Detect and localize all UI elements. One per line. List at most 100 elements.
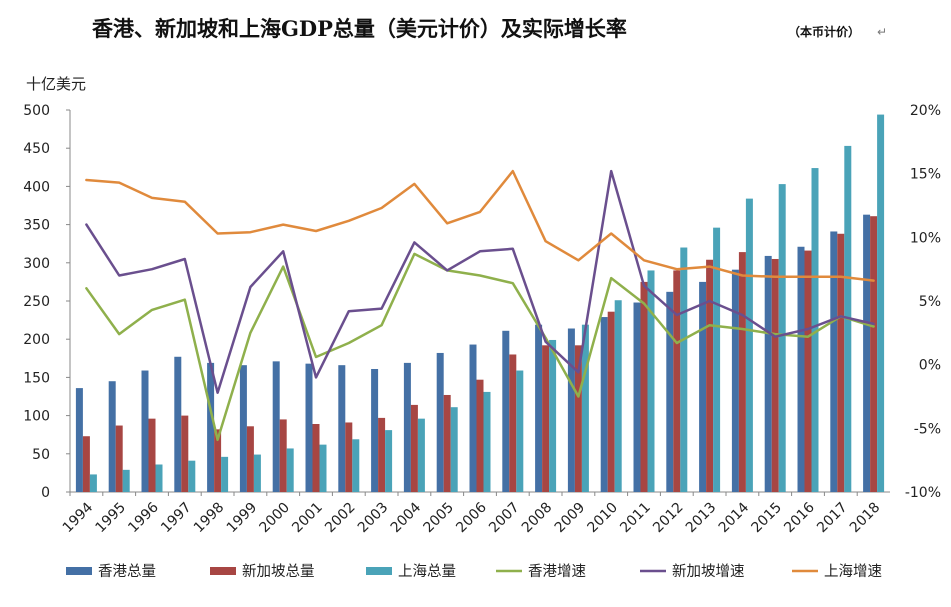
bar bbox=[214, 429, 222, 492]
bar bbox=[863, 214, 871, 492]
bar bbox=[745, 198, 753, 492]
bar bbox=[221, 456, 229, 492]
legend-swatch bbox=[210, 567, 236, 575]
bar bbox=[371, 368, 379, 492]
y-tick-label: 150 bbox=[23, 370, 50, 386]
bar bbox=[352, 439, 360, 492]
bar bbox=[443, 394, 451, 492]
y2-tick-label: 20% bbox=[910, 103, 941, 119]
x-tick-label: 1999 bbox=[224, 500, 261, 537]
bar bbox=[516, 370, 524, 492]
x-tick-label: 1997 bbox=[158, 500, 195, 537]
y2-tick-label: -5% bbox=[914, 421, 941, 437]
bar bbox=[830, 231, 838, 492]
x-tick-label: 1996 bbox=[125, 499, 162, 536]
y2-tick-label: 5% bbox=[919, 294, 941, 310]
bar bbox=[338, 365, 346, 492]
bar bbox=[155, 464, 163, 492]
bar bbox=[581, 324, 589, 492]
bar bbox=[286, 448, 294, 492]
y-axis-unit-label: 十亿美元 bbox=[26, 75, 86, 93]
bar bbox=[574, 345, 582, 492]
legend-label: 上海总量 bbox=[398, 563, 456, 580]
bar bbox=[706, 259, 714, 492]
chart-subtitle: （本币计价） bbox=[788, 24, 860, 39]
bar bbox=[239, 365, 247, 492]
x-tick-label: 2014 bbox=[716, 499, 753, 536]
bar bbox=[771, 258, 779, 492]
bar bbox=[312, 424, 320, 492]
bar bbox=[673, 270, 681, 492]
y-tick-label: 500 bbox=[23, 103, 50, 119]
title-end-mark: ↵ bbox=[877, 25, 887, 39]
x-tick-label: 2009 bbox=[552, 500, 589, 537]
bar bbox=[253, 454, 261, 492]
bar bbox=[542, 345, 550, 492]
legend-label: 香港增速 bbox=[528, 563, 586, 580]
y-tick-label: 100 bbox=[23, 409, 50, 425]
bar bbox=[633, 302, 641, 492]
y2-tick-label: -10% bbox=[905, 485, 941, 501]
y-tick-label: 450 bbox=[23, 141, 50, 157]
bar bbox=[600, 317, 608, 492]
x-tick-label: 2002 bbox=[322, 500, 359, 537]
bar bbox=[272, 361, 280, 492]
bar bbox=[647, 270, 655, 492]
x-tick-label: 2016 bbox=[781, 499, 818, 536]
bar bbox=[148, 418, 156, 492]
y-tick-label: 0 bbox=[41, 485, 50, 501]
series-line bbox=[85, 169, 875, 282]
bar bbox=[188, 460, 196, 492]
bar bbox=[141, 370, 149, 492]
bar bbox=[614, 300, 622, 492]
bar bbox=[319, 444, 327, 492]
bar bbox=[345, 422, 353, 492]
y2-tick-label: 10% bbox=[910, 230, 941, 246]
bar bbox=[82, 436, 90, 492]
bar bbox=[731, 269, 739, 492]
x-tick-label: 1998 bbox=[191, 500, 228, 537]
bar bbox=[797, 246, 805, 492]
legend: 香港总量 新加坡总量 上海总量 香港增速 新加坡增速 上海增速 bbox=[66, 563, 882, 580]
y-tick-label: 250 bbox=[23, 294, 50, 310]
y-tick-label: 200 bbox=[23, 332, 50, 348]
legend-swatch bbox=[66, 567, 92, 575]
bar bbox=[207, 362, 215, 492]
x-tick-label: 2001 bbox=[289, 500, 326, 537]
bar bbox=[115, 425, 123, 492]
x-tick-label: 2015 bbox=[749, 500, 786, 537]
bar bbox=[680, 247, 688, 492]
bar bbox=[666, 291, 674, 492]
bar bbox=[476, 379, 484, 492]
bar bbox=[436, 352, 444, 492]
x-tick-label: 2004 bbox=[388, 499, 425, 536]
x-tick-label: 2003 bbox=[355, 500, 392, 537]
bar bbox=[640, 281, 648, 492]
x-tick-label: 2012 bbox=[650, 500, 687, 537]
bar bbox=[174, 356, 182, 492]
bar bbox=[246, 426, 254, 492]
bar bbox=[837, 233, 845, 492]
bar bbox=[567, 328, 575, 492]
y-tick-label: 350 bbox=[23, 218, 50, 234]
x-tick-label: 2010 bbox=[585, 500, 622, 537]
x-tick-label: 2011 bbox=[617, 500, 654, 537]
x-tick-label: 2018 bbox=[847, 500, 884, 537]
x-tick-label: 1994 bbox=[60, 499, 97, 536]
plot-area: 0 50 100 150 200 250 300 350 400 450 500 -10% -5% 0% 5… bbox=[23, 103, 941, 536]
bar bbox=[699, 281, 707, 492]
bar bbox=[483, 391, 491, 492]
bar bbox=[410, 404, 418, 492]
series-line bbox=[85, 169, 875, 394]
bar bbox=[713, 227, 721, 492]
legend-label: 香港总量 bbox=[98, 563, 156, 580]
bar bbox=[877, 114, 885, 493]
bar bbox=[122, 469, 130, 492]
bar bbox=[811, 168, 819, 492]
y2-tick-label: 0% bbox=[919, 358, 941, 374]
bar bbox=[738, 252, 746, 492]
bar bbox=[764, 255, 772, 492]
y2-tick-label: 15% bbox=[910, 167, 941, 183]
bar bbox=[385, 430, 393, 492]
legend-label: 新加坡增速 bbox=[672, 563, 745, 580]
